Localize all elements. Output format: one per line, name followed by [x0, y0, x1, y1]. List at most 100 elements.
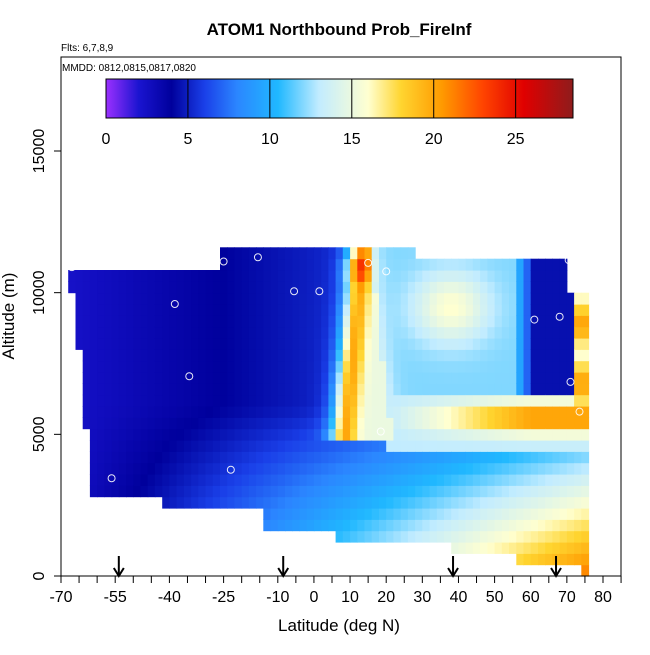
- heatmap-cell: [205, 372, 214, 384]
- heatmap-cell: [574, 383, 582, 396]
- heatmap-cell: [451, 508, 459, 520]
- heatmap-cell: [321, 496, 329, 509]
- heatmap-cell: [263, 383, 272, 396]
- heatmap-cell: [292, 270, 301, 282]
- heatmap-cell: [183, 270, 192, 282]
- heatmap-cell: [68, 281, 76, 294]
- heatmap-cell: [559, 281, 568, 294]
- heatmap-cell: [198, 406, 207, 418]
- heatmap-cell: [248, 394, 257, 407]
- heatmap-cell: [227, 326, 235, 339]
- heatmap-cell: [147, 292, 156, 305]
- heatmap-cell: [176, 360, 185, 373]
- heatmap-cell: [292, 417, 301, 430]
- heatmap-cell: [342, 281, 351, 294]
- heatmap-cell: [523, 451, 532, 464]
- heatmap-cell: [256, 349, 264, 362]
- heatmap-cell: [183, 304, 192, 316]
- heatmap-cell: [248, 406, 257, 418]
- heatmap-cell: [487, 372, 496, 384]
- heatmap-cell: [436, 394, 445, 407]
- heatmap-cell: [82, 338, 91, 350]
- heatmap-cell: [559, 485, 568, 498]
- heatmap-cell: [465, 372, 474, 384]
- heatmap-cell: [306, 474, 315, 486]
- heatmap-cell: [205, 451, 214, 464]
- heatmap-cell: [451, 372, 459, 384]
- heatmap-cell: [559, 440, 568, 452]
- heatmap-cell: [364, 349, 373, 362]
- heatmap-cell: [104, 326, 113, 339]
- heatmap-cell: [371, 519, 380, 532]
- x-axis-label: Latitude (deg N): [278, 616, 400, 635]
- heatmap-cell: [263, 451, 272, 464]
- heatmap-cell: [458, 485, 467, 498]
- heatmap-cell: [285, 281, 293, 294]
- heatmap-cell: [263, 360, 272, 373]
- heatmap-cell: [371, 281, 380, 294]
- heatmap-cell: [574, 530, 582, 543]
- heatmap-cell: [415, 292, 423, 305]
- heatmap-cell: [299, 485, 308, 498]
- heatmap-cell: [581, 292, 590, 305]
- heatmap-cell: [176, 338, 185, 350]
- heatmap-cell: [480, 451, 488, 464]
- heatmap-cell: [68, 270, 76, 282]
- heatmap-cell: [169, 315, 178, 328]
- heatmap-cell: [263, 474, 272, 486]
- heatmap-cell: [487, 406, 496, 418]
- heatmap-cell: [133, 406, 142, 418]
- heatmap-cell: [285, 372, 293, 384]
- heatmap-cell: [241, 372, 250, 384]
- heatmap-cell: [133, 440, 142, 452]
- heatmap-cell: [400, 270, 409, 282]
- heatmap-cell: [111, 417, 120, 430]
- heatmap-cell: [436, 519, 445, 532]
- heatmap-cell: [97, 485, 105, 498]
- heatmap-cell: [205, 394, 214, 407]
- heatmap-cell: [509, 315, 517, 328]
- heatmap-cell: [545, 417, 553, 430]
- heatmap-cell: [386, 496, 394, 509]
- heatmap-cell: [147, 462, 156, 475]
- heatmap-cell: [407, 304, 416, 316]
- heatmap-cell: [350, 360, 358, 373]
- heatmap-cell: [559, 360, 568, 373]
- heatmap-cell: [436, 258, 445, 271]
- heatmap-cell: [299, 360, 308, 373]
- heatmap-cell: [292, 474, 301, 486]
- heatmap-cell: [140, 304, 149, 316]
- heatmap-cell: [256, 462, 264, 475]
- heatmap-cell: [480, 519, 488, 532]
- heatmap-cell: [285, 304, 293, 316]
- heatmap-cell: [472, 270, 481, 282]
- heatmap-cell: [472, 474, 481, 486]
- heatmap-cell: [263, 258, 272, 271]
- heatmap-cell: [465, 360, 474, 373]
- heatmap-cell: [176, 292, 185, 305]
- heatmap-cell: [248, 247, 257, 260]
- heatmap-cell: [545, 440, 553, 452]
- heatmap-cell: [487, 485, 496, 498]
- colorbar-tick-label: 0: [102, 131, 111, 148]
- heatmap-cell: [97, 383, 105, 396]
- heatmap-cell: [205, 383, 214, 396]
- heatmap-cell: [400, 474, 409, 486]
- heatmap-cell: [248, 496, 257, 509]
- heatmap-cell: [494, 474, 503, 486]
- heatmap-cell: [162, 315, 170, 328]
- heatmap-cell: [198, 428, 207, 441]
- heatmap-cell: [82, 372, 91, 384]
- heatmap-cell: [422, 258, 431, 271]
- heatmap-cell: [285, 315, 293, 328]
- heatmap-cell: [559, 428, 568, 441]
- heatmap-cell: [581, 372, 590, 384]
- heatmap-cell: [386, 326, 394, 339]
- heatmap-cell: [350, 394, 358, 407]
- heatmap-cell: [523, 474, 532, 486]
- heatmap-cell: [321, 292, 329, 305]
- heatmap-cell: [538, 428, 546, 441]
- heatmap-cell: [393, 428, 402, 441]
- heatmap-cell: [104, 372, 113, 384]
- heatmap-cell: [574, 304, 582, 316]
